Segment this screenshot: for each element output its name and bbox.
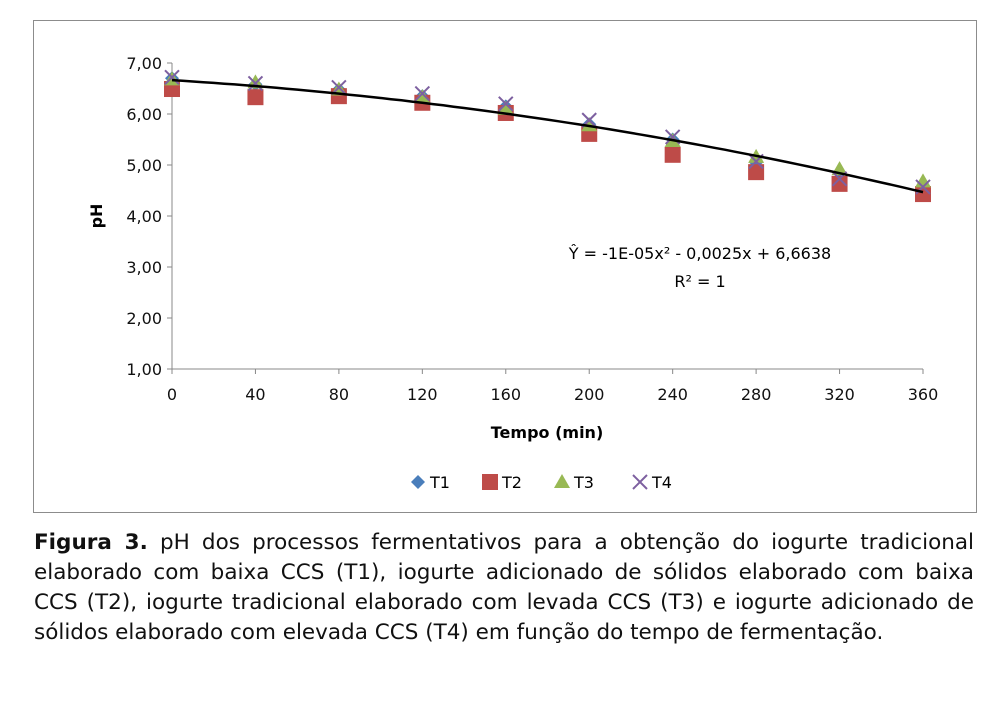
chart-frame <box>33 20 977 513</box>
caption-label: Figura 3. <box>34 530 148 555</box>
x-tick-label: 120 <box>407 385 438 404</box>
x-tick-label: 320 <box>824 385 855 404</box>
y-tick-label: 1,00 <box>126 360 162 379</box>
legend-label-t4: T4 <box>651 473 672 492</box>
trend-equation: Ŷ = -1E-05x² - 0,0025x + 6,6638 <box>568 244 831 263</box>
y-tick-label: 6,00 <box>126 105 162 124</box>
x-tick-label: 240 <box>657 385 688 404</box>
point-t4 <box>414 85 431 102</box>
point-t3 <box>414 89 431 104</box>
caption-text: pH dos processos fermentativos para a ob… <box>34 530 974 645</box>
legend-label-t3: T3 <box>573 473 594 492</box>
y-tick-label: 2,00 <box>126 309 162 328</box>
point-t2 <box>915 186 931 203</box>
x-tick-label: 40 <box>245 385 265 404</box>
x-tick-label: 80 <box>329 385 349 404</box>
x-tick-label: 280 <box>741 385 772 404</box>
legend-marker-t1 <box>411 475 425 489</box>
x-axis-title: Tempo (min) <box>491 423 604 442</box>
legend-marker-t3 <box>554 474 570 488</box>
y-tick-label: 5,00 <box>126 156 162 175</box>
legend-label-t1: T1 <box>429 473 450 492</box>
figure-caption: Figura 3. pH dos processos fermentativos… <box>34 528 974 648</box>
y-tick-label: 4,00 <box>126 207 162 226</box>
point-t2 <box>748 164 765 181</box>
legend-marker-t4 <box>632 474 648 490</box>
point-t4 <box>247 75 264 92</box>
point-t4 <box>164 69 180 85</box>
point-t2 <box>247 89 264 106</box>
legend-marker-t2 <box>482 474 498 490</box>
x-tick-label: 0 <box>167 385 177 404</box>
x-tick-label: 200 <box>574 385 605 404</box>
chart: 1,00 2,00 3,00 4,00 5,00 6,00 7,00 0 40 80 120 160 2… <box>87 54 939 492</box>
x-tick-label: 160 <box>491 385 522 404</box>
trend-r2: R² = 1 <box>674 272 725 291</box>
point-t4 <box>498 96 514 112</box>
y-tick-label: 7,00 <box>126 54 162 73</box>
point-t2 <box>831 175 848 192</box>
point-t2 <box>664 146 681 163</box>
y-tick-label: 3,00 <box>126 258 162 277</box>
trendline <box>171 78 924 194</box>
legend-label-t2: T2 <box>501 473 522 492</box>
x-tick-label: 360 <box>908 385 939 404</box>
y-axis-title: pH <box>87 204 106 229</box>
point-t3 <box>497 100 514 115</box>
